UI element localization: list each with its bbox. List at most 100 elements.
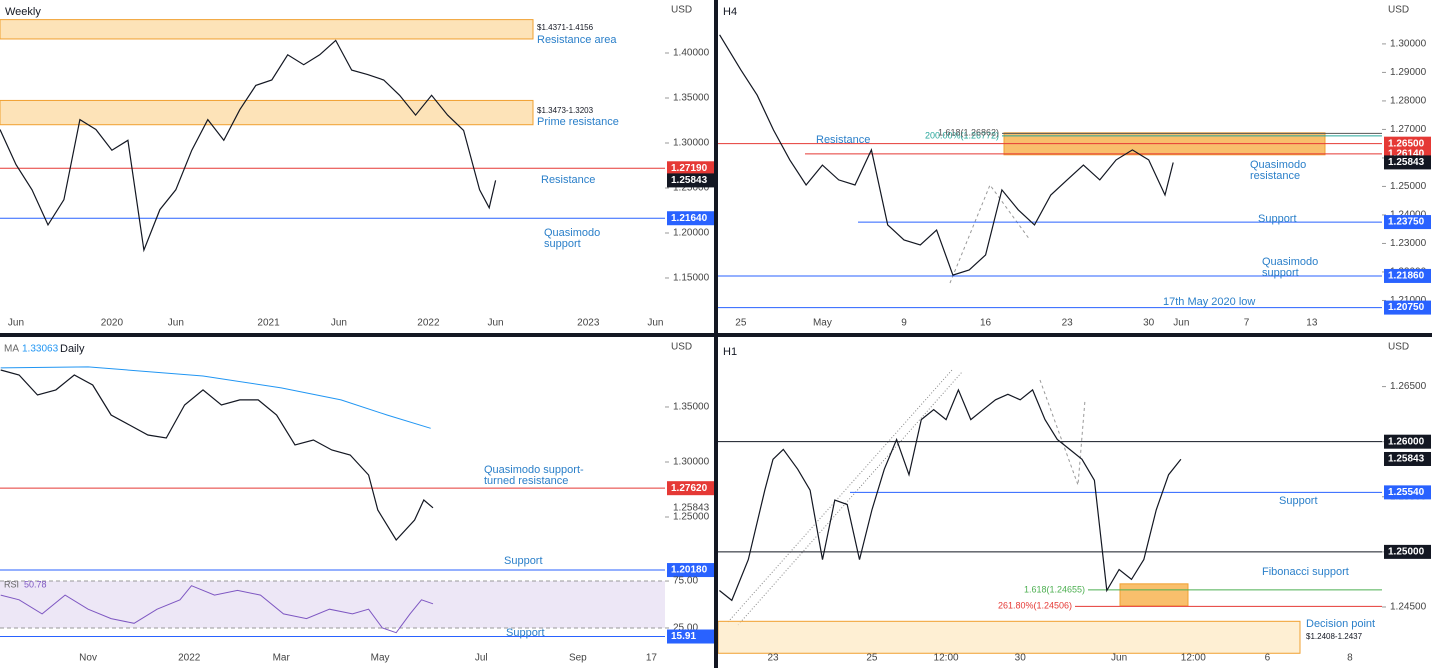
x-tick-label: 30	[1143, 318, 1155, 329]
level-label-box	[1384, 544, 1431, 559]
x-tick-label: 16	[980, 318, 992, 329]
y-tick-label: 1.15000	[673, 273, 710, 284]
x-tick-label: 13	[1306, 318, 1318, 329]
panel-title: Daily	[60, 343, 85, 355]
level-label: 1.25000	[1388, 547, 1425, 558]
currency: USD	[671, 5, 692, 16]
zone-label: $1.3473-1.3203	[537, 106, 594, 115]
x-tick-label: 6	[1265, 653, 1271, 664]
y-tick-label: 25.00	[673, 623, 698, 634]
annotation: Resistance	[541, 174, 595, 186]
y-tick-label: 1.20000	[673, 228, 710, 239]
x-tick-label: Mar	[273, 653, 291, 664]
x-tick-label: 2023	[577, 318, 600, 329]
annotation: Support	[1258, 213, 1297, 225]
channel-line	[727, 369, 953, 623]
pattern-line	[1039, 379, 1086, 486]
ma-value: 1.33063	[22, 344, 59, 355]
level-label: 1.26140	[1388, 149, 1425, 160]
fib-label: 261.80%(1.24506)	[998, 601, 1072, 611]
level-label-box	[1384, 434, 1431, 449]
annotation: Quasimodo	[1262, 256, 1318, 268]
level-label: 1.20750	[1388, 302, 1425, 313]
level-label: 15.91	[671, 631, 696, 642]
x-tick-label: 2020	[101, 318, 124, 329]
x-tick-label: 25	[866, 653, 878, 664]
price-line	[719, 388, 1182, 602]
x-tick-label: Jun	[1173, 318, 1189, 329]
annotation: Quasimodo	[544, 227, 600, 239]
annotation: turned resistance	[484, 475, 568, 487]
x-tick-label: 2022	[178, 653, 201, 664]
panel-title: H4	[723, 6, 737, 18]
level-label: 1.25540	[1388, 487, 1425, 498]
y-tick-label: 1.28000	[1390, 96, 1427, 107]
y-tick-label: 1.40000	[673, 48, 710, 59]
x-tick-label: May	[813, 318, 832, 329]
rsi-line	[0, 585, 434, 634]
level-label-box	[1384, 268, 1431, 283]
annotation: resistance	[1250, 170, 1300, 182]
level-label-box	[667, 173, 714, 188]
x-tick-label: 2022	[417, 318, 440, 329]
zone	[0, 99, 534, 126]
x-tick-label: Jun	[647, 318, 663, 329]
x-tick-label: 12:00	[1181, 653, 1206, 664]
annotation: Support	[1279, 495, 1318, 507]
annotation: Resistance area	[537, 34, 617, 46]
level-label-box	[667, 629, 714, 644]
zone-label: $1.2408-1.2437	[1306, 632, 1363, 641]
level-label: 1.20180	[671, 565, 708, 576]
y-tick-label: 1.25000	[673, 512, 710, 523]
level-label: 1.23750	[1388, 217, 1425, 228]
currency: USD	[671, 342, 692, 353]
currency: USD	[1388, 342, 1409, 353]
ma-name: MA	[4, 344, 19, 355]
annotation: Prime resistance	[537, 116, 619, 128]
y-tick-label: 1.24500	[1390, 602, 1427, 613]
level-label: 1.27620	[671, 483, 708, 494]
x-tick-label: 23	[1062, 318, 1074, 329]
y-tick-label: 1.23000	[1390, 238, 1427, 249]
level-label-box	[667, 161, 714, 176]
price-line	[0, 39, 497, 253]
level-label: 1.26500	[1388, 138, 1425, 149]
x-tick-label: 12:00	[934, 653, 959, 664]
x-tick-label: 8	[1347, 653, 1353, 664]
annotation: Support	[504, 555, 543, 567]
rsi-band	[0, 581, 665, 628]
y-tick-label: 1.35000	[673, 93, 710, 104]
zone	[0, 19, 534, 40]
level-label-box	[1384, 155, 1431, 170]
level-label-box	[1384, 215, 1431, 230]
currency: USD	[1388, 5, 1409, 16]
annotation: Resistance	[816, 134, 870, 146]
annotation: 17th May 2020 low	[1163, 296, 1255, 308]
channel-line	[737, 371, 963, 626]
x-tick-label: Jun	[1111, 653, 1127, 664]
level-label-box	[667, 211, 714, 226]
x-tick-label: 30	[1015, 653, 1027, 664]
zone-label: $1.4371-1.4156	[537, 23, 594, 32]
price-line	[719, 34, 1174, 276]
zone	[717, 620, 1301, 654]
moving-average	[0, 366, 431, 429]
fib-label: 200.00%(1.26772)	[925, 130, 999, 140]
annotation: Fibonacci support	[1262, 566, 1349, 578]
rsi-name: RSI	[4, 579, 19, 589]
zone	[1119, 583, 1189, 607]
panel-title: H1	[723, 346, 737, 358]
y-tick-label: 1.30000	[673, 457, 710, 468]
level-label: 1.21860	[1388, 271, 1425, 282]
level-label: 1.21640	[671, 213, 708, 224]
x-tick-label: Nov	[79, 653, 97, 664]
annotation: support	[1262, 267, 1299, 279]
annotation: Quasimodo support-	[484, 464, 584, 476]
y-tick-label: 1.30000	[673, 138, 710, 149]
y-tick-label: 1.25000	[1390, 181, 1427, 192]
x-tick-label: 7	[1244, 318, 1250, 329]
fib-label: 1.618(1.26862)	[938, 128, 999, 138]
level-label: 1.26000	[1388, 436, 1425, 447]
x-tick-label: 2021	[257, 318, 280, 329]
x-tick-label: Jul	[475, 653, 488, 664]
